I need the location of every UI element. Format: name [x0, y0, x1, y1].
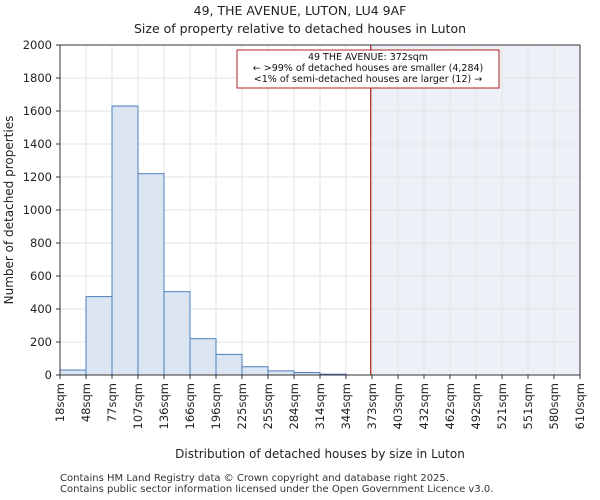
y-tick-label: 2000: [23, 38, 52, 52]
y-tick-label: 400: [30, 302, 52, 316]
histogram-chart: 0 200 400 600 800 1000 1200 1400 1600 1800 2000 18…: [2, 38, 587, 461]
x-tick-label: 284sqm: [287, 383, 301, 429]
x-tick-label: 48sqm: [79, 383, 93, 422]
x-tick-label: 462sqm: [443, 383, 457, 429]
y-tick-label: 1800: [23, 71, 52, 85]
chart-title: 49, THE AVENUE, LUTON, LU4 9AF: [193, 3, 407, 18]
bar: [215, 353, 243, 376]
annotation-line-3: <1% of semi-detached houses are larger (…: [254, 74, 482, 85]
bar: [85, 296, 113, 376]
x-tick-label: 314sqm: [313, 383, 327, 429]
annotation-box: 49 THE AVENUE: 372sqm ← >99% of detached…: [236, 49, 500, 89]
x-tick-label: 18sqm: [53, 383, 67, 422]
x-tick-label: 107sqm: [131, 383, 145, 429]
x-tick-label: 432sqm: [417, 383, 431, 429]
y-tick-label: 600: [30, 269, 52, 283]
y-axis-ticks: 0 200 400 600 800 1000 1200 1400 1600 1800 2000: [23, 38, 60, 382]
bar: [137, 173, 165, 376]
footer-line-1: Contains HM Land Registry data © Crown c…: [60, 473, 449, 484]
y-tick-label: 1200: [23, 170, 52, 184]
x-tick-label: 225sqm: [235, 383, 249, 429]
bar: [163, 291, 191, 376]
x-axis-label: Distribution of detached houses by size …: [175, 447, 465, 461]
bar: [189, 338, 217, 376]
annotation-line-2: ← >99% of detached houses are smaller (4…: [253, 63, 484, 74]
bar: [111, 105, 139, 376]
x-tick-label: 373sqm: [365, 383, 379, 429]
x-tick-label: 77sqm: [105, 383, 119, 422]
bars: [59, 105, 347, 376]
bar: [267, 370, 295, 376]
x-tick-label: 610sqm: [573, 383, 587, 429]
y-axis-label: Number of detached properties: [2, 116, 16, 305]
x-tick-label: 255sqm: [261, 383, 275, 429]
x-tick-label: 196sqm: [209, 383, 223, 429]
x-axis-ticks: 18sqm 48sqm 77sqm 107sqm 136sqm 166sqm 196sqm 2…: [53, 375, 587, 429]
x-tick-label: 580sqm: [547, 383, 561, 429]
y-tick-label: 1400: [23, 137, 52, 151]
y-tick-label: 1000: [23, 203, 52, 217]
annotation-line-1: 49 THE AVENUE: 372sqm: [308, 52, 428, 63]
x-tick-label: 551sqm: [521, 383, 535, 429]
x-tick-label: 492sqm: [469, 383, 483, 429]
x-tick-label: 136sqm: [157, 383, 171, 429]
y-tick-label: 200: [30, 335, 52, 349]
x-tick-label: 166sqm: [183, 383, 197, 429]
y-tick-label: 1600: [23, 104, 52, 118]
chart-subtitle: Size of property relative to detached ho…: [133, 21, 467, 36]
y-tick-label: 800: [30, 236, 52, 250]
x-tick-label: 403sqm: [391, 383, 405, 429]
y-tick-label: 0: [45, 368, 52, 382]
x-tick-label: 521sqm: [495, 383, 509, 429]
bar: [241, 366, 269, 376]
x-tick-label: 344sqm: [339, 383, 353, 429]
bar: [59, 369, 87, 376]
footer-line-2: Contains public sector information licen…: [60, 484, 494, 495]
